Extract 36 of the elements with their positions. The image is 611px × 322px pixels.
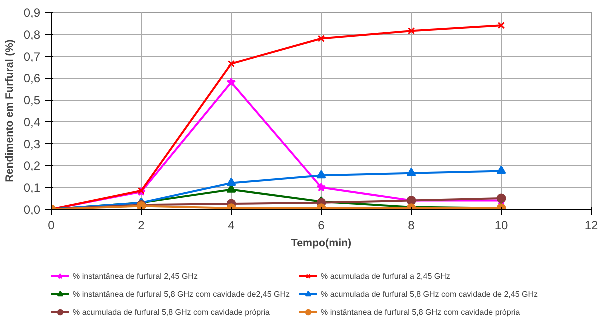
point xyxy=(226,78,236,87)
y-tick-label: 0,8 xyxy=(24,28,41,42)
y-tick-label: 0,3 xyxy=(24,137,41,152)
y-tick-label: 0,6 xyxy=(24,72,41,86)
y-tick-label: 0,2 xyxy=(24,159,41,174)
x-tick-label: 4 xyxy=(228,218,236,232)
point xyxy=(498,22,506,30)
x-tick-label: 12 xyxy=(584,218,598,232)
point xyxy=(408,28,416,35)
legend-label: % instântanea de furfural 5,8 GHz com cavidade própria xyxy=(321,306,520,318)
point xyxy=(496,166,506,174)
point xyxy=(228,60,236,68)
legend-label: % acumulada de furfural a 2,45 GHz xyxy=(321,270,450,282)
legend-label: % instantânea de furfural 5,8 GHz com cavidade de2,45 GHz xyxy=(73,288,290,300)
x-axis-title: Tempo(min) xyxy=(291,238,352,250)
legend-label: % instantânea de furfural 2,45 GHz xyxy=(73,270,198,282)
point xyxy=(318,35,326,42)
y-tick-label: 0,0 xyxy=(24,203,41,217)
x-tick-label: 2 xyxy=(138,218,146,232)
y-tick-label: 0,4 xyxy=(24,115,41,130)
y-tick-label: 0,7 xyxy=(24,50,41,64)
point xyxy=(316,182,326,192)
y-tick-label: 0,5 xyxy=(24,94,41,108)
y-tick-label: 0,9 xyxy=(24,6,41,20)
x-tick-label: 0 xyxy=(48,218,56,232)
point xyxy=(316,170,326,179)
legend-label: % acumulada de furfural 5,8 GHz com cavidade própria xyxy=(73,306,270,318)
point xyxy=(226,178,236,186)
x-tick-label: 8 xyxy=(408,218,416,232)
point xyxy=(496,194,506,204)
y-tick-label: 0,1 xyxy=(24,181,41,196)
point xyxy=(406,168,416,176)
y-axis-title: Rendimento em Furfural (%) xyxy=(4,39,16,182)
x-tick-label: 6 xyxy=(318,218,326,232)
legend-label: % acumulada de furfural 5,8 GHz com cavidade de 2,45 GHz xyxy=(321,288,538,300)
x-tick-label: 10 xyxy=(494,218,508,232)
